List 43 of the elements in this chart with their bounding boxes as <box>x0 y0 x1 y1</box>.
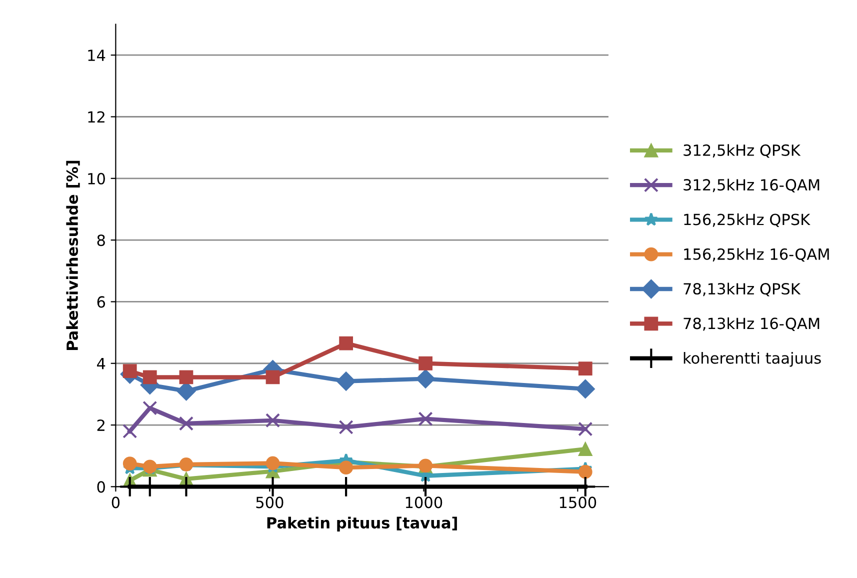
point <box>266 456 280 470</box>
point <box>416 369 436 388</box>
legend-label: koherentti taajuus <box>684 352 821 367</box>
point <box>178 416 194 431</box>
point <box>578 442 592 456</box>
point <box>336 372 356 391</box>
point <box>142 370 157 384</box>
legend-label: 78,13kHz 16-QAM <box>684 317 820 331</box>
y-tick-label: 12 <box>88 111 104 123</box>
y-tick-label: 14 <box>88 50 106 61</box>
point <box>338 420 354 434</box>
y-tick-label: 10 <box>88 172 105 184</box>
y-tick-label: 0 <box>97 481 105 493</box>
y-tick-label: 4 <box>97 358 106 370</box>
point <box>578 362 592 376</box>
point <box>576 379 595 398</box>
legend-label: 312,5kHz QPSK <box>684 144 801 158</box>
legend-label: 156,25kHz QPSK <box>684 213 810 228</box>
legend-label: 312,5kHz 16-QAM <box>684 178 820 192</box>
point <box>339 460 354 475</box>
point <box>339 336 354 350</box>
point <box>578 422 593 436</box>
x-tick-label: 1500 <box>560 496 596 508</box>
point <box>418 356 432 370</box>
legend-label: 156,25kHz 16-QAM <box>684 248 829 262</box>
point <box>122 456 137 470</box>
y-axis-title: Pakettivirhesuhde [%] <box>66 160 80 350</box>
point <box>142 400 158 416</box>
point <box>266 370 280 384</box>
x-axis-title: Paketin pituus [tavua] <box>267 516 457 532</box>
point <box>578 464 592 479</box>
y-tick-label: 6 <box>97 296 106 308</box>
point <box>122 364 137 378</box>
x-tick-label: 500 <box>256 496 284 508</box>
point <box>122 424 138 438</box>
y-tick-label: 2 <box>97 419 104 431</box>
point <box>265 413 280 428</box>
y-tick-label: 8 <box>97 234 105 246</box>
legend-label: 78,13kHz QPSK <box>684 282 801 296</box>
x-tick-label: 1000 <box>406 496 442 508</box>
x-tick-label: 0 <box>112 496 120 508</box>
point <box>418 412 433 426</box>
point <box>179 370 194 384</box>
